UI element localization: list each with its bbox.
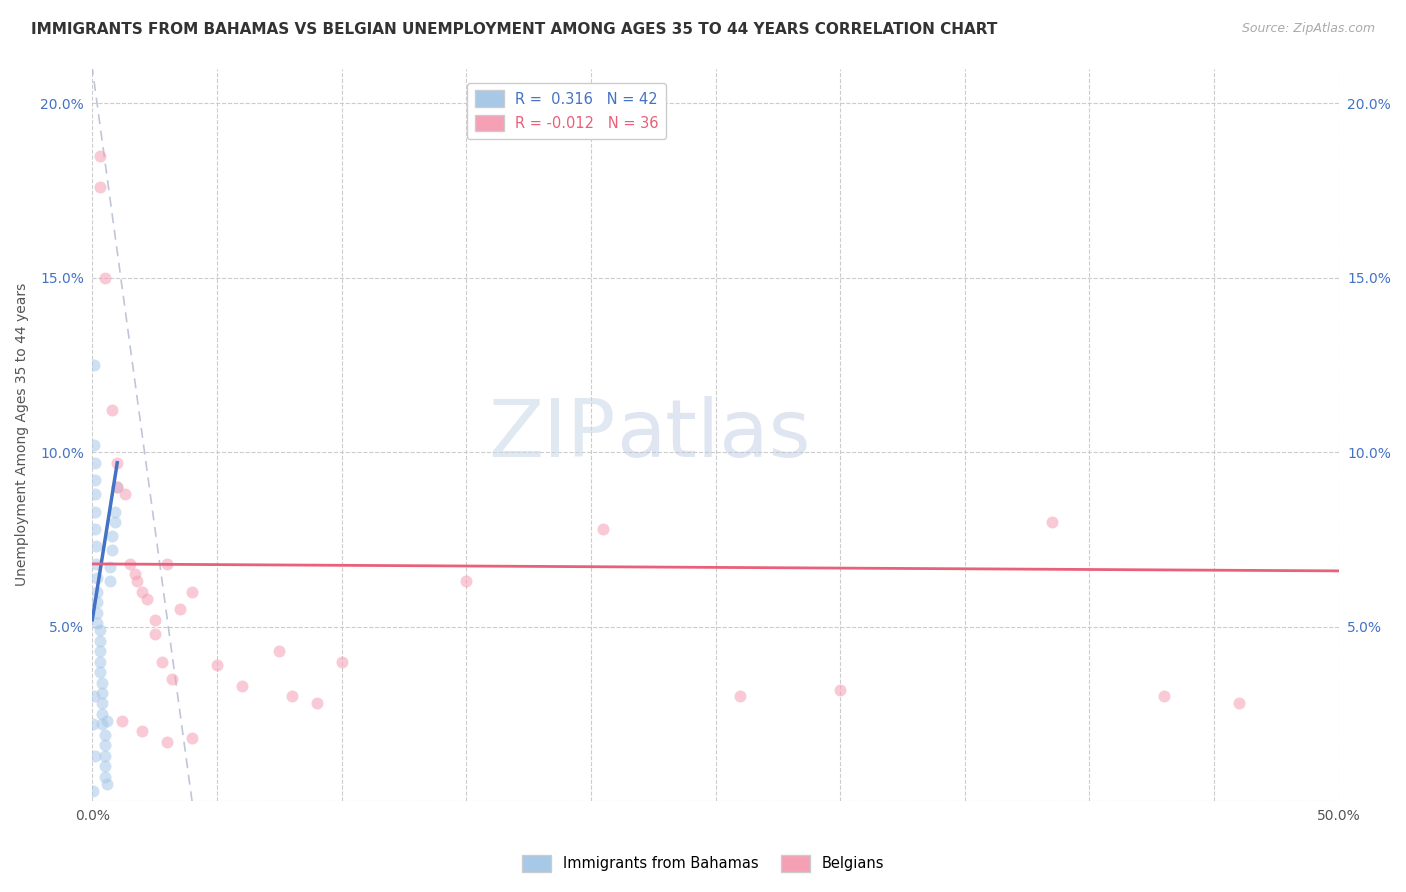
Point: [150, 655, 173, 669]
Point: [91, 697, 114, 711]
Point: [592, 522, 614, 536]
Point: [118, 557, 141, 571]
Point: [127, 574, 149, 589]
Point: [89, 644, 111, 658]
Point: [1153, 690, 1175, 704]
Point: [105, 480, 128, 494]
Point: [101, 529, 124, 543]
Point: [281, 690, 304, 704]
Point: [131, 724, 153, 739]
Point: [86, 606, 108, 620]
Point: [156, 557, 179, 571]
Point: [104, 505, 127, 519]
Point: [830, 682, 852, 697]
Point: [169, 602, 191, 616]
Point: [84, 540, 107, 554]
Point: [91, 706, 114, 721]
Point: [94, 770, 117, 784]
Point: [94, 728, 117, 742]
Point: [105, 456, 128, 470]
Point: [143, 613, 166, 627]
Point: [231, 679, 253, 693]
Point: [111, 714, 134, 728]
Point: [83, 358, 105, 372]
Point: [94, 270, 117, 285]
Text: atlas: atlas: [616, 396, 810, 474]
Point: [89, 149, 111, 163]
Point: [105, 480, 128, 494]
Point: [456, 574, 478, 589]
Point: [94, 759, 117, 773]
Point: [89, 624, 111, 638]
Point: [83, 505, 105, 519]
Point: [91, 717, 114, 731]
Point: [89, 180, 111, 194]
Point: [330, 655, 353, 669]
Point: [104, 515, 127, 529]
Point: [131, 584, 153, 599]
Point: [89, 633, 111, 648]
Text: Source: ZipAtlas.com: Source: ZipAtlas.com: [1241, 22, 1375, 36]
Point: [269, 644, 291, 658]
Point: [89, 665, 111, 679]
Point: [101, 403, 124, 417]
Text: ZIP: ZIP: [488, 396, 616, 474]
Point: [96, 714, 118, 728]
Point: [83, 456, 105, 470]
Point: [86, 571, 108, 585]
Point: [205, 658, 228, 673]
Point: [1040, 515, 1063, 529]
Point: [143, 626, 166, 640]
Point: [94, 739, 117, 753]
Point: [114, 487, 136, 501]
Point: [83, 438, 105, 452]
Point: [730, 690, 752, 704]
Point: [86, 616, 108, 631]
Point: [156, 735, 179, 749]
Text: IMMIGRANTS FROM BAHAMAS VS BELGIAN UNEMPLOYMENT AMONG AGES 35 TO 44 YEARS CORREL: IMMIGRANTS FROM BAHAMAS VS BELGIAN UNEMP…: [31, 22, 997, 37]
Legend: R =  0.316   N = 42, R = -0.012   N = 36: R = 0.316 N = 42, R = -0.012 N = 36: [467, 83, 666, 138]
Point: [89, 655, 111, 669]
Point: [91, 686, 114, 700]
Y-axis label: Unemployment Among Ages 35 to 44 years: Unemployment Among Ages 35 to 44 years: [15, 283, 30, 586]
Point: [160, 672, 183, 686]
Point: [86, 595, 108, 609]
Point: [91, 675, 114, 690]
Point: [83, 690, 105, 704]
Point: [181, 584, 204, 599]
Point: [82, 783, 104, 797]
Point: [98, 560, 121, 574]
Point: [1227, 697, 1250, 711]
Point: [98, 574, 121, 589]
Legend: Immigrants from Bahamas, Belgians: Immigrants from Bahamas, Belgians: [516, 849, 890, 878]
Point: [83, 487, 105, 501]
Point: [83, 522, 105, 536]
Point: [84, 557, 107, 571]
Point: [305, 697, 328, 711]
Point: [124, 567, 146, 582]
Point: [83, 748, 105, 763]
Point: [96, 777, 118, 791]
Point: [82, 717, 104, 731]
Point: [86, 584, 108, 599]
Point: [181, 731, 204, 746]
Point: [101, 543, 124, 558]
Point: [94, 748, 117, 763]
Point: [136, 591, 159, 606]
Point: [83, 473, 105, 487]
